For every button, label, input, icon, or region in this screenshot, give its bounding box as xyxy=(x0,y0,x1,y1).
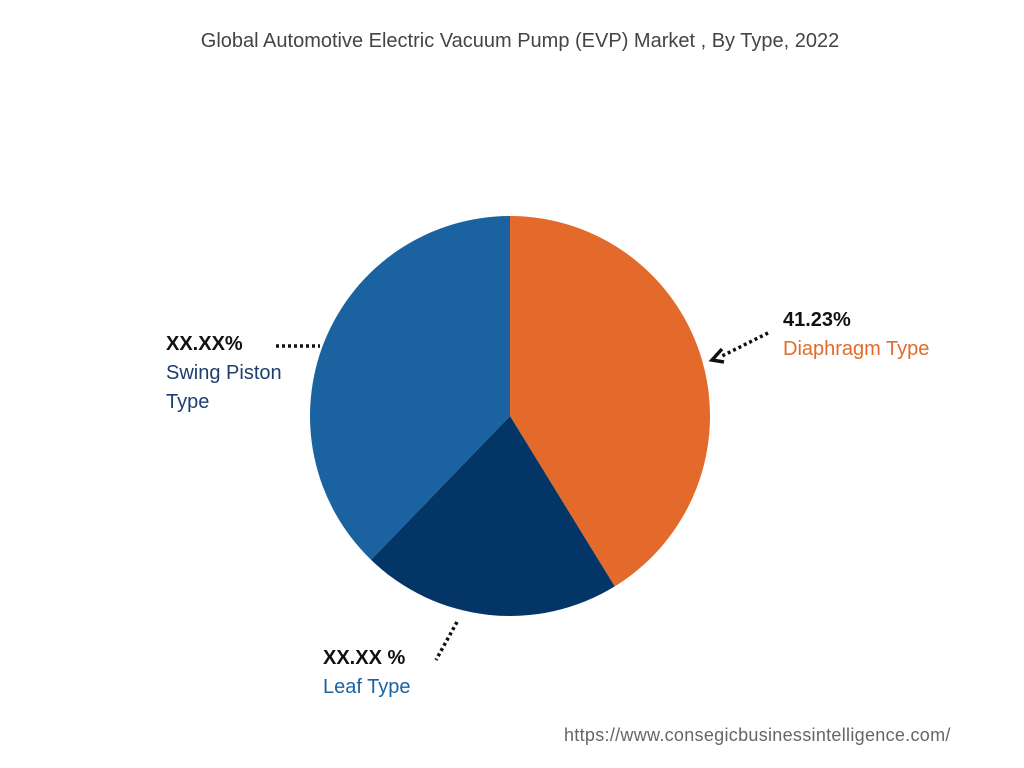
diaphragm-label: 41.23% Diaphragm Type xyxy=(783,306,929,364)
swing-piston-name-line1: Swing Piston xyxy=(166,362,282,384)
pie-slice-diaphragm-type xyxy=(510,216,711,587)
diaphragm-name: Diaphragm Type xyxy=(783,338,930,360)
diaphragm-leader-line xyxy=(719,331,769,359)
swing-piston-name-line2: Type xyxy=(166,391,210,413)
swing-piston-percent: XX.XX% xyxy=(166,333,243,355)
swing-piston-label: XX.XX% Swing Piston Type xyxy=(166,330,282,417)
source-url[interactable]: https://www.consegicbusinessintelligence… xyxy=(564,725,951,745)
diaphragm-arrowhead xyxy=(708,347,725,364)
chart-title: Global Automotive Electric Vacuum Pump (… xyxy=(200,30,840,52)
leaf-leader-line xyxy=(434,621,459,661)
leaf-label: XX.XX % Leaf Type xyxy=(323,644,410,702)
leaf-name: Leaf Type xyxy=(323,676,411,698)
diaphragm-percent: 41.23% xyxy=(783,309,851,331)
leaf-percent: XX.XX % xyxy=(323,647,406,669)
pie-slice-swing-piston-type xyxy=(310,215,510,560)
pie-slice-leaf-type xyxy=(370,416,615,616)
